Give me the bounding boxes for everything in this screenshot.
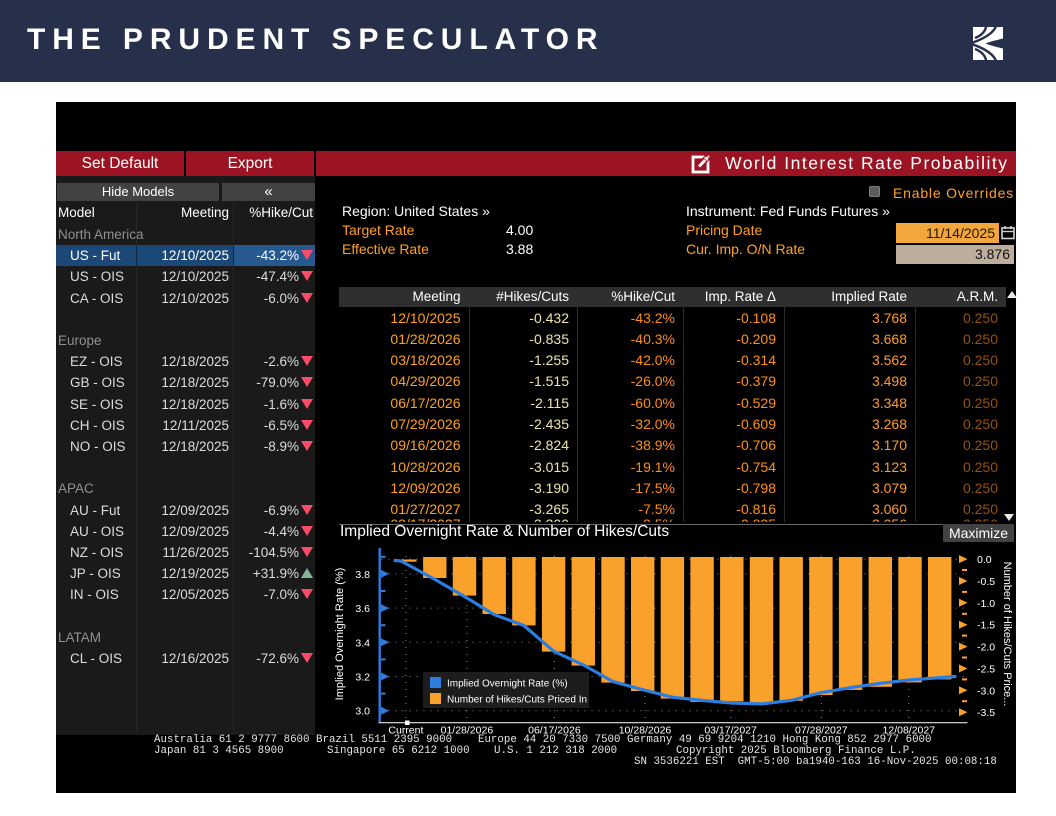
svg-text:-0.5: -0.5	[977, 576, 995, 588]
svg-text:-1.5: -1.5	[977, 620, 995, 632]
svg-text:3.4: 3.4	[355, 637, 370, 649]
svg-text:0.0: 0.0	[977, 554, 992, 566]
svg-text:12/08/2027: 12/08/2027	[883, 725, 936, 737]
svg-text:Implied Overnight Rate (%): Implied Overnight Rate (%)	[447, 679, 568, 690]
svg-text:Current: Current	[388, 725, 423, 737]
svg-text:06/17/2026: 06/17/2026	[528, 725, 581, 737]
svg-text:Number of Hikes/Cuts Priced In: Number of Hikes/Cuts Priced In	[447, 695, 587, 706]
svg-text:01/28/2026: 01/28/2026	[441, 725, 494, 737]
svg-text:Number of Hikes/Cuts Price...: Number of Hikes/Cuts Price...	[1001, 562, 1013, 707]
svg-text:3.2: 3.2	[355, 672, 370, 684]
svg-text:-1.0: -1.0	[977, 598, 995, 610]
svg-text:-2.5: -2.5	[977, 664, 995, 676]
svg-text:3.8: 3.8	[355, 569, 370, 581]
svg-text:3.6: 3.6	[355, 603, 370, 615]
svg-text:3.0: 3.0	[355, 706, 370, 718]
svg-text:-3.0: -3.0	[977, 685, 995, 697]
svg-text:Implied Overnight Rate (%): Implied Overnight Rate (%)	[334, 568, 346, 701]
svg-text:07/28/2027: 07/28/2027	[795, 725, 848, 737]
svg-text:-2.0: -2.0	[977, 642, 995, 654]
svg-text:03/17/2027: 03/17/2027	[704, 725, 757, 737]
svg-text:-3.5: -3.5	[977, 707, 995, 719]
svg-text:10/28/2026: 10/28/2026	[619, 725, 672, 737]
